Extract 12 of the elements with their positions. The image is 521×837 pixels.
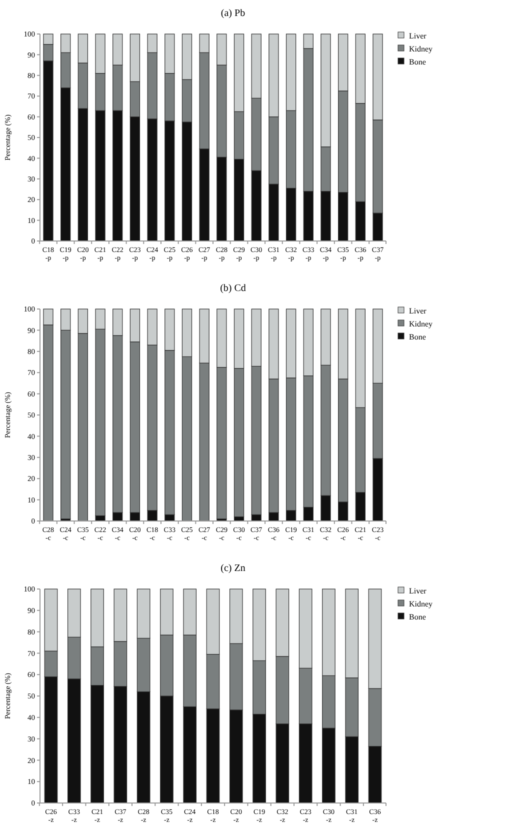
legend-label: Kidney [409, 44, 433, 54]
legend-label: Bone [409, 612, 426, 622]
legend-label: Liver [409, 31, 427, 40]
chart-title: (c) Zn [220, 563, 246, 574]
legend-label: Liver [409, 586, 427, 596]
chart-title: (a) Pb [220, 8, 246, 19]
chart-title: (b) Cd [220, 283, 246, 294]
legend-label: Bone [409, 57, 426, 66]
legend-label: Liver [409, 306, 427, 316]
legend-label: Bone [409, 332, 426, 342]
legend-label: Kidney [409, 599, 433, 608]
legend-label: Kidney [409, 319, 433, 328]
